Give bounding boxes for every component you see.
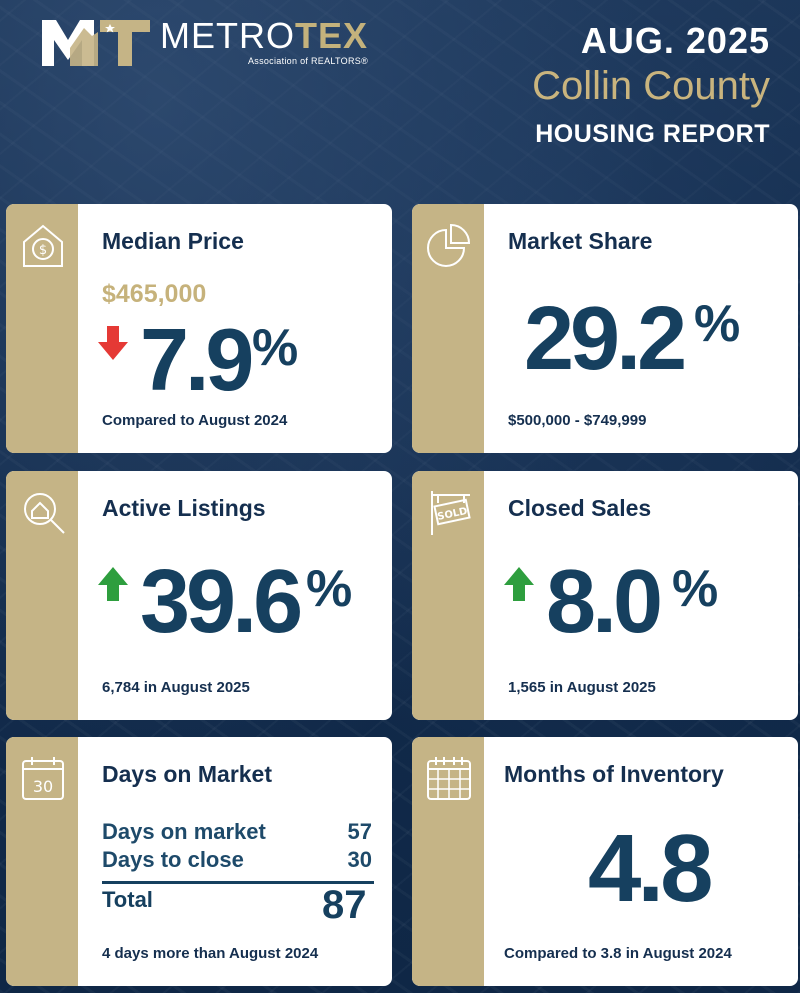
days-on-market-card: 30 Days on Market Days on market 57 Days… <box>6 737 392 986</box>
report-title: HOUSING REPORT <box>535 120 770 148</box>
svg-text:$: $ <box>39 243 47 258</box>
card-footer: Compared to 3.8 in August 2024 <box>504 945 732 962</box>
card-title: Days on Market <box>102 761 273 787</box>
total-label: Total <box>102 887 153 912</box>
dom-row-value: 30 <box>347 847 372 872</box>
pie-chart-icon <box>427 223 471 267</box>
up-arrow-icon <box>504 567 534 601</box>
median-price-card: $ Median Price $465,000 7.9 % Compared t… <box>6 204 392 453</box>
months-inventory-value: 4.8 <box>588 815 713 922</box>
card-title: Closed Sales <box>508 495 652 521</box>
card-title: Months of Inventory <box>504 761 724 787</box>
down-arrow-icon <box>98 326 128 360</box>
closed-sales-card: SOLD Closed Sales 8.0 % 1,565 in August … <box>412 471 798 720</box>
market-share-value: 29.2 <box>524 289 687 389</box>
dom-row-value: 57 <box>347 819 372 844</box>
sold-sign-icon: SOLD <box>431 491 471 535</box>
calendar-30-icon: 30 <box>22 757 64 800</box>
report-date: AUG. 2025 <box>580 20 770 61</box>
closed-sales-pct-sign: % <box>672 560 719 618</box>
active-listings-pct-sign: % <box>306 560 353 618</box>
median-price-pct-sign: % <box>252 319 299 377</box>
active-listings-change: 39.6 <box>140 552 303 652</box>
dom-row-label: Days to close <box>102 847 244 872</box>
card-accent-strip <box>412 204 484 453</box>
card-title: Active Listings <box>102 495 266 521</box>
logo-metro-text: METRO <box>160 15 295 56</box>
logo-subtitle: Association of REALTORS® <box>247 56 369 66</box>
market-share-pct-sign: % <box>694 295 741 353</box>
mt-logo-mark-icon <box>42 20 150 66</box>
months-of-inventory-card: Months of Inventory 4.8 Compared to 3.8 … <box>412 737 798 986</box>
total-divider <box>102 881 374 884</box>
card-footer: 6,784 in August 2025 <box>102 679 250 696</box>
card-title: Median Price <box>102 228 244 254</box>
median-price-value: $465,000 <box>102 280 207 308</box>
house-search-icon <box>24 493 65 534</box>
up-arrow-icon <box>98 567 128 601</box>
card-footer: Compared to August 2024 <box>102 412 288 429</box>
dom-row-days-to-close: Days to close 30 <box>102 847 372 873</box>
median-price-change: 7.9 <box>140 310 254 409</box>
metrotex-logo: METROTEX Association of REALTORS® <box>40 14 368 70</box>
card-footer: 4 days more than August 2024 <box>102 945 319 962</box>
card-accent-strip <box>6 737 78 986</box>
card-accent-strip <box>412 471 484 720</box>
dom-row-days-on-market: Days on market 57 <box>102 819 372 845</box>
dom-row-label: Days on market <box>102 819 266 844</box>
county-name: Collin County <box>532 64 770 108</box>
card-footer: $500,000 - $749,999 <box>508 412 647 429</box>
logo-tex-text: TEX <box>295 15 369 56</box>
total-value: 87 <box>322 883 367 927</box>
card-footer: 1,565 in August 2025 <box>508 679 656 696</box>
active-listings-card: Active Listings 39.6 % 6,784 in August 2… <box>6 471 392 720</box>
closed-sales-change: 8.0 <box>546 552 663 652</box>
card-accent-strip <box>6 204 78 453</box>
card-title: Market Share <box>508 228 653 254</box>
calendar-grid-icon <box>427 757 471 800</box>
card-accent-strip <box>6 471 78 720</box>
market-share-card: Market Share 29.2 % $500,000 - $749,999 <box>412 204 798 453</box>
svg-text:30: 30 <box>33 777 53 796</box>
house-dollar-icon: $ <box>23 224 63 267</box>
